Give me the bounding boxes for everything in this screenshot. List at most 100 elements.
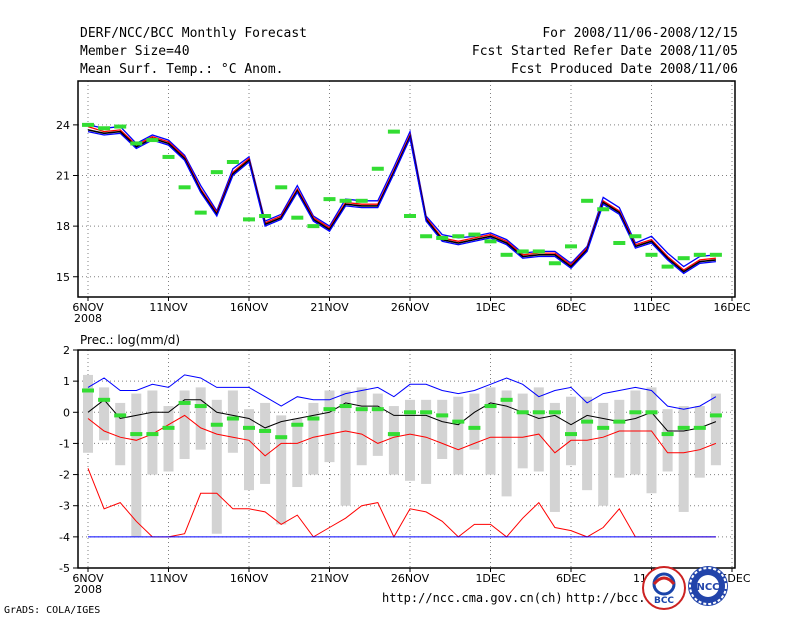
prec-observed-marker <box>371 407 384 412</box>
prec-spread-bar <box>195 387 206 450</box>
bcc-url-link[interactable]: http://bcc.c <box>566 591 653 605</box>
temp-observed-marker <box>629 234 642 239</box>
prec-observed-marker <box>581 419 594 424</box>
temp-ytick-label: 21 <box>56 170 70 183</box>
temp-observed-marker <box>420 234 433 239</box>
temp-observed-marker <box>178 185 191 190</box>
temp-ytick-label: 24 <box>56 119 70 132</box>
prec-spread-bar <box>276 415 287 525</box>
temp-observed-marker <box>532 249 545 254</box>
prec-spread-bar <box>356 387 367 466</box>
prec-spread-bar <box>131 393 142 537</box>
temp-observed-marker <box>210 170 223 175</box>
variable-label: Mean Surf. Temp.: °C Anom. <box>80 62 284 77</box>
prec-spread-bar <box>421 399 432 484</box>
prec-observed-marker <box>709 413 722 418</box>
prec-spread-bar <box>517 393 528 469</box>
ncc-logo-icon: NCC <box>688 566 728 606</box>
temp-grid <box>78 81 735 297</box>
prec-observed-marker <box>500 397 513 402</box>
prec-spread-bar <box>99 387 110 441</box>
temp-observed-marker <box>452 234 465 239</box>
prec-spread-bar <box>566 396 576 466</box>
temp-xtick-label: 16NOV <box>230 301 269 314</box>
temp-xtick-label: 1DEC <box>475 301 505 314</box>
prec-spread-bar <box>485 387 496 475</box>
temp-observed-marker <box>82 122 94 127</box>
prec-observed-marker <box>565 432 577 437</box>
temp-observed-marker <box>581 198 594 203</box>
prec-spread-bar <box>582 396 593 491</box>
ncc-url-link[interactable]: http://ncc.cma.gov.cn(ch) <box>382 591 563 605</box>
bcc-logo-icon: BCC <box>642 566 686 610</box>
temp-observed-marker <box>259 214 272 218</box>
prec-observed-marker <box>548 410 561 415</box>
prec-spread-bar <box>469 393 480 450</box>
prec-observed-marker <box>629 410 642 415</box>
temp-observed-marker <box>146 138 159 143</box>
prec-observed-marker <box>677 425 690 430</box>
prec-observed-marker <box>387 432 400 437</box>
prec-observed-marker <box>323 407 336 412</box>
prec-ytick-label: -2 <box>59 469 70 482</box>
prec-observed-marker <box>162 425 175 430</box>
prec-observed-marker <box>307 416 320 421</box>
prec-observed-marker <box>404 410 416 415</box>
temp-xtick-label: 6NOV <box>72 301 104 314</box>
temp-observed-marker <box>130 141 143 146</box>
prec-xtick-label: 1DEC <box>475 572 505 585</box>
prec-observed-marker <box>468 425 481 430</box>
temp-observed-marker <box>387 129 400 134</box>
temp-observed-marker <box>565 244 577 249</box>
forecast-start-date: Fcst Started Refer Date 2008/11/05 <box>471 44 738 59</box>
prec-ytick-label: 0 <box>63 406 70 419</box>
temp-observed-marker <box>500 252 513 257</box>
temp-observed-marker <box>661 264 674 269</box>
prec-spread-bar <box>163 406 174 472</box>
prec-spread-bar <box>388 406 399 475</box>
temp-observed-marker <box>275 185 288 190</box>
prec-observed-marker <box>613 419 626 424</box>
prec-observed-marker <box>114 413 127 418</box>
prec-observed-marker <box>484 404 497 409</box>
temp-observed-marker <box>194 210 207 215</box>
prec-spread-bar <box>501 390 512 497</box>
prec-ytick-label: -4 <box>59 531 70 544</box>
prec-spread-bar <box>227 390 238 453</box>
prec-ytick-label: -3 <box>59 500 70 513</box>
prec-observed-marker <box>291 422 304 427</box>
prec-observed-marker <box>194 404 207 409</box>
prec-observed-marker <box>516 410 529 415</box>
temp-observed-marker <box>484 239 497 244</box>
temperature-panel: 15 18 21 24 6NOV 11NOV 16NOV 21NOV 26NOV 1DEC 6DEC… <box>56 80 751 325</box>
temp-observed-marker <box>243 217 255 222</box>
prec-observed-marker <box>243 425 255 430</box>
prec-observed-marker <box>226 416 239 421</box>
temp-observed-marker <box>307 224 320 229</box>
prec-spread-bar <box>533 387 544 472</box>
temp-observed-marker <box>613 241 626 245</box>
prec-spread-bar <box>292 418 303 488</box>
temp-xtick-label: 21NOV <box>310 301 349 314</box>
prec-xtick-label: 11NOV <box>149 572 188 585</box>
temp-series-ensemble-mean <box>87 129 716 273</box>
temp-series-ensemble-upper <box>87 124 716 268</box>
temp-observed-marker <box>371 166 384 171</box>
prec-spread-bar <box>437 399 448 459</box>
prec-spread-bar <box>244 409 254 491</box>
prec-observed-marker <box>275 435 288 440</box>
grads-credit: GrADS: COLA/IGES <box>4 605 101 616</box>
forecast-produced-date: Fcst Produced Date 2008/11/06 <box>511 62 738 77</box>
prec-title: Prec.: log(mm/d) <box>80 333 180 347</box>
temp-observed-marker <box>516 249 529 254</box>
prec-year-label: 2008 <box>74 583 102 596</box>
temp-observed-marker <box>677 256 690 261</box>
prec-observed-marker <box>130 432 143 437</box>
prec-series-minimum <box>87 468 716 538</box>
prec-observed-marker <box>98 397 111 402</box>
prec-spread-bar <box>694 406 705 478</box>
forecast-period: For 2008/11/06-2008/12/15 <box>542 26 738 41</box>
temp-xtick-label: 16DEC <box>713 301 750 314</box>
